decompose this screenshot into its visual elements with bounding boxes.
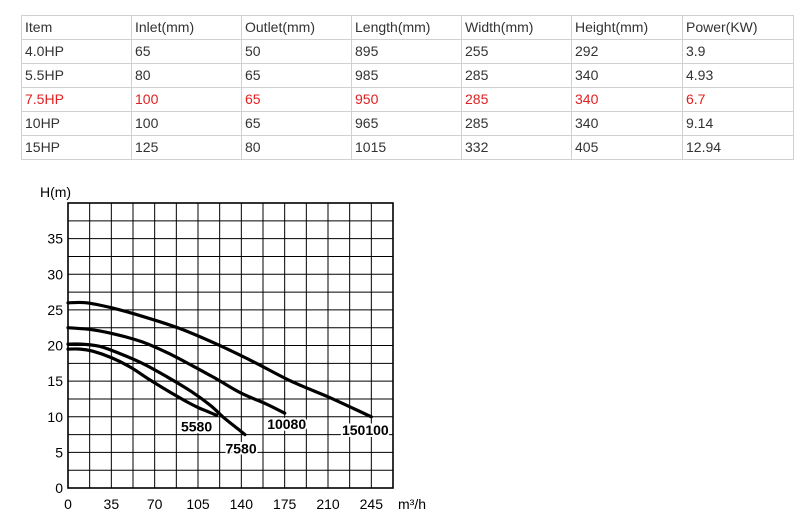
y-axis-label: H(m) bbox=[40, 184, 71, 200]
table-cell: 10HP bbox=[21, 111, 132, 136]
curve-labels: 5580 7580 10080 150100 bbox=[179, 414, 391, 458]
table-cell: 332 bbox=[461, 135, 572, 160]
y-tick-label: 35 bbox=[47, 231, 63, 247]
table-cell: 9.14 bbox=[682, 111, 794, 136]
table-cell: 3.9 bbox=[682, 39, 794, 64]
x-tick-label: 245 bbox=[360, 496, 384, 512]
column-header: Power(KW) bbox=[682, 15, 794, 40]
x-tick-label: 175 bbox=[273, 496, 297, 512]
table-cell: 65 bbox=[241, 87, 352, 112]
pump-performance-chart: 0 5 10 15 20 25 30 35 0 35 70 105 140 175 210 245 H(m) m³… bbox=[40, 184, 426, 512]
curve-label-7580: 7580 bbox=[225, 441, 256, 457]
curve-5580 bbox=[66, 347, 219, 417]
table-cell: 285 bbox=[461, 63, 572, 88]
table-header-row: Item Inlet(mm) Outlet(mm) Length(mm) Width(m… bbox=[21, 15, 794, 40]
x-tick-label: 210 bbox=[316, 496, 340, 512]
x-tick-label: 140 bbox=[230, 496, 254, 512]
table-cell: 4.93 bbox=[682, 63, 794, 88]
y-tick-label: 15 bbox=[47, 373, 63, 389]
table-row: 15HP 125 80 1015 332 405 12.94 bbox=[21, 135, 794, 160]
table-cell: 1015 bbox=[351, 135, 462, 160]
curve-label-5580: 5580 bbox=[181, 418, 212, 434]
y-tick-label: 25 bbox=[47, 302, 63, 318]
table-cell: 7.5HP bbox=[21, 87, 132, 112]
x-tick-label: 0 bbox=[64, 496, 72, 512]
table-row: 10HP 100 65 965 285 340 9.14 bbox=[21, 111, 794, 136]
performance-curves bbox=[66, 300, 373, 437]
table-cell: 340 bbox=[571, 87, 683, 112]
table-cell: 12.94 bbox=[682, 135, 794, 160]
column-header: Outlet(mm) bbox=[241, 15, 352, 40]
table-cell: 405 bbox=[571, 135, 683, 160]
table-cell: 125 bbox=[131, 135, 242, 160]
table-cell: 100 bbox=[131, 87, 242, 112]
y-tick-label: 30 bbox=[47, 266, 63, 282]
column-header: Width(mm) bbox=[461, 15, 572, 40]
table-cell: 65 bbox=[241, 63, 352, 88]
curve-label-10080: 10080 bbox=[267, 416, 306, 432]
curve-7580 bbox=[66, 342, 247, 437]
table-cell: 340 bbox=[571, 63, 683, 88]
table-cell: 6.7 bbox=[682, 87, 794, 112]
table-cell: 65 bbox=[241, 111, 352, 136]
table-cell: 255 bbox=[461, 39, 572, 64]
y-tick-label: 20 bbox=[47, 338, 63, 354]
column-header: Item bbox=[21, 15, 132, 40]
spec-table: Item Inlet(mm) Outlet(mm) Length(mm) Width(m… bbox=[21, 15, 794, 160]
table-cell: 285 bbox=[461, 87, 572, 112]
grid bbox=[68, 203, 393, 488]
table-cell: 4.0HP bbox=[21, 39, 132, 64]
x-tick-label: 105 bbox=[186, 496, 210, 512]
column-header: Length(mm) bbox=[351, 15, 462, 40]
table-cell: 340 bbox=[571, 111, 683, 136]
axes: 0 5 10 15 20 25 30 35 0 35 70 105 140 175 210 245 H(m) m³… bbox=[40, 184, 426, 512]
curve-10080 bbox=[66, 326, 287, 415]
table-cell: 985 bbox=[351, 63, 462, 88]
table-cell: 80 bbox=[241, 135, 352, 160]
table-cell: 292 bbox=[571, 39, 683, 64]
column-header: Inlet(mm) bbox=[131, 15, 242, 40]
table-cell: 80 bbox=[131, 63, 242, 88]
table-row: 7.5HP 100 65 950 285 340 6.7 bbox=[21, 87, 794, 112]
table-cell: 100 bbox=[131, 111, 242, 136]
column-header: Height(mm) bbox=[571, 15, 683, 40]
table-cell: 965 bbox=[351, 111, 462, 136]
y-tick-label: 10 bbox=[47, 409, 63, 425]
y-tick-label: 0 bbox=[55, 480, 63, 496]
table-cell: 15HP bbox=[21, 135, 132, 160]
table-cell: 895 bbox=[351, 39, 462, 64]
table-cell: 65 bbox=[131, 39, 242, 64]
table-cell: 950 bbox=[351, 87, 462, 112]
x-axis-label: m³/h bbox=[398, 496, 426, 512]
curve-label-150100: 150100 bbox=[342, 422, 389, 438]
curve-150100 bbox=[66, 300, 373, 419]
table-cell: 285 bbox=[461, 111, 572, 136]
x-tick-label: 35 bbox=[104, 496, 120, 512]
table-row: 5.5HP 80 65 985 285 340 4.93 bbox=[21, 63, 794, 88]
y-tick-label: 5 bbox=[55, 444, 63, 460]
x-tick-label: 70 bbox=[147, 496, 163, 512]
table-cell: 50 bbox=[241, 39, 352, 64]
table-row: 4.0HP 65 50 895 255 292 3.9 bbox=[21, 39, 794, 64]
table-cell: 5.5HP bbox=[21, 63, 132, 88]
